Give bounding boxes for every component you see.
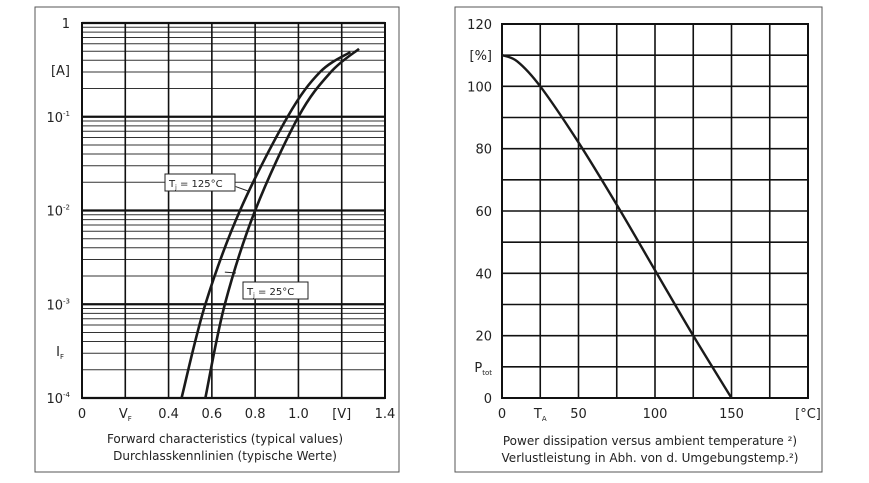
x-tick-label: VF	[119, 407, 132, 423]
x-tick-label: 0.8	[245, 407, 266, 422]
x-tick-label: 150	[719, 407, 744, 422]
x-tick-label: [°C]	[795, 407, 821, 422]
plot-frame	[81, 22, 386, 399]
left-caption-line-2: Durchlasskennlinien (typische Werte)	[113, 449, 337, 463]
series-label: Tj = 25°C	[246, 287, 294, 299]
right-caption-line-1: Power dissipation versus ambient tempera…	[503, 434, 797, 448]
y-tick-label: 10-1	[46, 110, 70, 126]
x-tick-label: 100	[643, 407, 668, 422]
x-tick-label: 1.4	[375, 407, 396, 422]
right-caption-line-2: Verlustleistung in Abh. von d. Umgebungs…	[502, 451, 799, 465]
x-tick-label: 0.6	[202, 407, 223, 422]
y-tick-label: 20	[475, 330, 492, 345]
y-tick-label: 100	[467, 80, 492, 95]
series-label-box	[164, 173, 236, 192]
power-dissipation-chart: 0 TA 50 100 150 [°C] 0 Ptot 20 40 60 80 100 [%] 120	[467, 18, 821, 423]
plot-frame	[501, 23, 809, 399]
series-label-leader	[224, 271, 237, 274]
series-line-25c	[204, 47, 360, 399]
x-tick-label: 0	[498, 407, 506, 422]
x-tick-label: 0	[78, 407, 86, 422]
y-tick-label: [%]	[470, 49, 493, 64]
series-label-leader	[235, 186, 249, 192]
y-tick-label: 0	[484, 392, 492, 407]
forward-characteristics-chart: 0 VF 0.4 0.6 0.8 1.0 [V] 1.4 1 10-1 10-2 10-3 10-4 [A…	[46, 17, 395, 423]
series-line	[501, 54, 733, 399]
y-unit-label: [A]	[51, 64, 70, 79]
x-tick-label: 1.0	[288, 407, 309, 422]
x-tick-label: TA	[533, 407, 547, 423]
series-label-box	[242, 281, 309, 300]
y-tick-label: 10-3	[46, 297, 70, 313]
y-tick-label: 60	[475, 205, 492, 220]
left-panel-frame	[34, 6, 400, 473]
y-tick-label: 80	[475, 143, 492, 158]
series-line-125c	[180, 50, 352, 399]
y-tick-label: 1	[62, 17, 70, 32]
y-tick-label: 10-4	[46, 391, 70, 407]
x-tick-label: [V]	[332, 407, 351, 422]
y-axis-label: IF	[56, 345, 64, 361]
left-caption-line-1: Forward characteristics (typical values)	[107, 432, 343, 446]
y-tick-label: 120	[467, 18, 492, 33]
series-label: Tj = 125°C	[168, 179, 223, 191]
right-panel-frame	[454, 6, 823, 473]
x-tick-label: 50	[570, 407, 587, 422]
y-tick-label: 40	[475, 267, 492, 282]
x-tick-label: 0.4	[158, 407, 179, 422]
y-tick-label: 10-2	[46, 204, 70, 220]
y-tick-label: Ptot	[474, 361, 492, 377]
